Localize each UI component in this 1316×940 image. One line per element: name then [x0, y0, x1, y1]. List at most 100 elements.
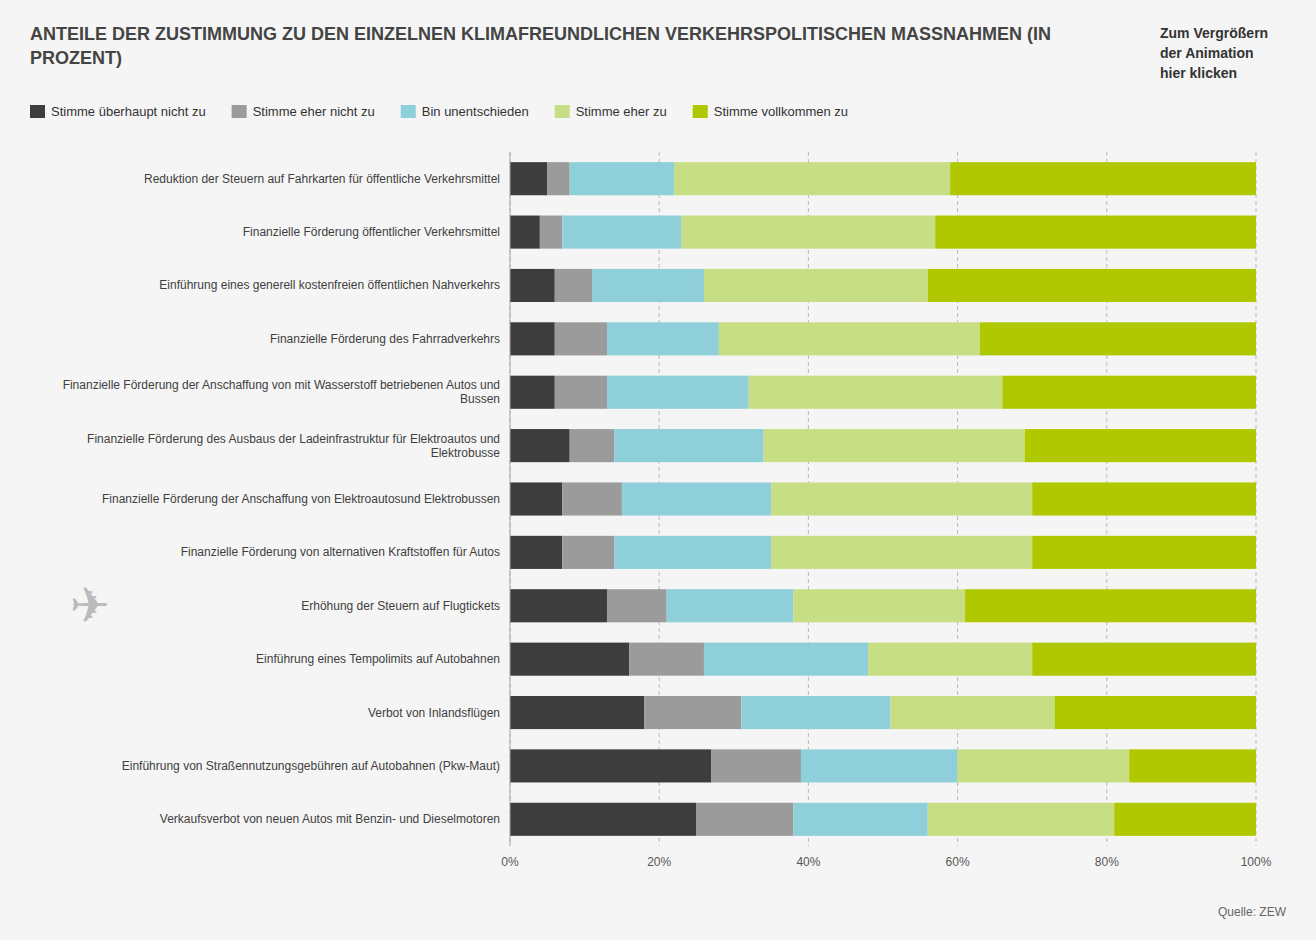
bar-segment [510, 643, 629, 676]
bar-segment [935, 216, 1256, 249]
plane-icon: ✈ [70, 577, 110, 633]
bar-segment [607, 322, 719, 355]
bar-segment [510, 803, 697, 836]
bar-segment [950, 162, 1256, 195]
bar-segment [965, 589, 1256, 622]
bar-segment [1032, 482, 1256, 515]
legend-label: Stimme eher zu [576, 104, 667, 119]
bar-segment [793, 803, 927, 836]
bar-segment [980, 322, 1256, 355]
bar-segment [801, 749, 958, 782]
x-tick-label: 80% [1095, 855, 1119, 869]
bar-segment [1114, 803, 1256, 836]
bar-segment [1002, 376, 1256, 409]
bar-segment [510, 322, 555, 355]
category-label: Finanzielle Förderung der Anschaffung vo… [102, 492, 500, 506]
category-label: Finanzielle Förderung öffentlicher Verke… [243, 225, 500, 239]
category-label: Einführung von Straßennutzungsgebühren a… [122, 759, 500, 773]
bar-segment [562, 482, 622, 515]
bar-segment [555, 269, 592, 302]
x-tick-label: 60% [946, 855, 970, 869]
x-tick-label: 20% [647, 855, 671, 869]
bar-segment [771, 482, 1032, 515]
bar-segment [868, 643, 1032, 676]
bar-segment [793, 589, 965, 622]
x-tick-label: 100% [1241, 855, 1272, 869]
bar-segment [607, 376, 749, 409]
legend-label: Bin unentschieden [422, 104, 529, 119]
grid [510, 152, 1256, 846]
bar-segment [711, 749, 801, 782]
bar-segment [570, 162, 674, 195]
bar-segment [1129, 749, 1256, 782]
category-label: Finanziellе Förderung des Ausbaus der La… [87, 432, 500, 460]
bar-segment [510, 749, 711, 782]
category-label: Reduktion der Steuern auf Fahrkarten für… [144, 172, 500, 186]
grid-line [510, 152, 511, 846]
bar-segment [540, 216, 562, 249]
category-label: Einführung eines Tempolimits auf Autobah… [256, 652, 500, 666]
bar-segment [928, 269, 1256, 302]
bar-segment [749, 376, 1003, 409]
bar-segment [510, 589, 607, 622]
bar-segment [629, 643, 704, 676]
legend-label: Stimme vollkommen zu [714, 104, 848, 119]
bar-segment [704, 269, 928, 302]
bar-segment [890, 696, 1054, 729]
chart: ANTEILE DER ZUSTIMMUNG ZU DEN EINZELNEN … [0, 0, 1316, 940]
bar-segment [510, 162, 547, 195]
legend-swatch [30, 105, 45, 118]
bar-segment [510, 482, 562, 515]
category-label: Erhöhung der Steuern auf Flugtickets [301, 599, 500, 613]
legend-swatch [693, 105, 708, 118]
legend: Stimme überhaupt nicht zu Stimme eher nic… [30, 104, 848, 119]
bar-segment [510, 429, 570, 462]
bar-segment [555, 376, 607, 409]
bar-segment [547, 162, 569, 195]
category-label: Finanzielle Förderung des Fahrradverkehr… [270, 332, 500, 346]
bar-segment [764, 429, 1025, 462]
bar-segment [622, 482, 771, 515]
bar-segment [1032, 536, 1256, 569]
bar-segment [1055, 696, 1256, 729]
background [0, 0, 1316, 940]
x-tick-label: 40% [796, 855, 820, 869]
y-axis-line [510, 152, 511, 846]
bar-segment [928, 803, 1115, 836]
category-label: Einführung eines generell kostenfreien ö… [159, 278, 500, 292]
bar-segment [741, 696, 890, 729]
bar-segment [667, 589, 794, 622]
bar-segment [1032, 643, 1256, 676]
bar-segment [1025, 429, 1256, 462]
bar-segment [607, 589, 667, 622]
bars [510, 162, 1256, 836]
x-tick-label: 0% [501, 855, 519, 869]
legend-swatch [401, 105, 416, 118]
category-label: Verkaufsverbot von neuen Autos mit Benzi… [160, 812, 500, 826]
bar-segment [562, 216, 681, 249]
bar-segment [958, 749, 1130, 782]
bar-segment [510, 696, 644, 729]
legend-label: Stimme eher nicht zu [253, 104, 375, 119]
bar-segment [510, 536, 562, 569]
legend-swatch [555, 105, 570, 118]
bar-segment [555, 322, 607, 355]
bar-segment [719, 322, 980, 355]
legend-label: Stimme überhaupt nicht zu [51, 104, 206, 119]
category-label: Finanzielle Förderung der Anschaffung vo… [63, 378, 500, 406]
bar-segment [614, 536, 771, 569]
bar-segment [644, 696, 741, 729]
bar-segment [614, 429, 763, 462]
bar-segment [682, 216, 936, 249]
bar-segment [570, 429, 615, 462]
bar-segment [562, 536, 614, 569]
source: Quelle: ZEW [1218, 905, 1287, 919]
bar-segment [592, 269, 704, 302]
legend-swatch [232, 105, 247, 118]
category-label: Finanzielle Förderung von alternativen K… [181, 545, 500, 559]
bar-segment [510, 269, 555, 302]
annotation: Zum Vergrößernder Animationhier klicken [1160, 25, 1268, 81]
category-label: Verbot von Inlandsflügen [368, 706, 500, 720]
title: ANTEILE DER ZUSTIMMUNG ZU DEN EINZELNEN … [30, 24, 1051, 68]
bar-segment [704, 643, 868, 676]
